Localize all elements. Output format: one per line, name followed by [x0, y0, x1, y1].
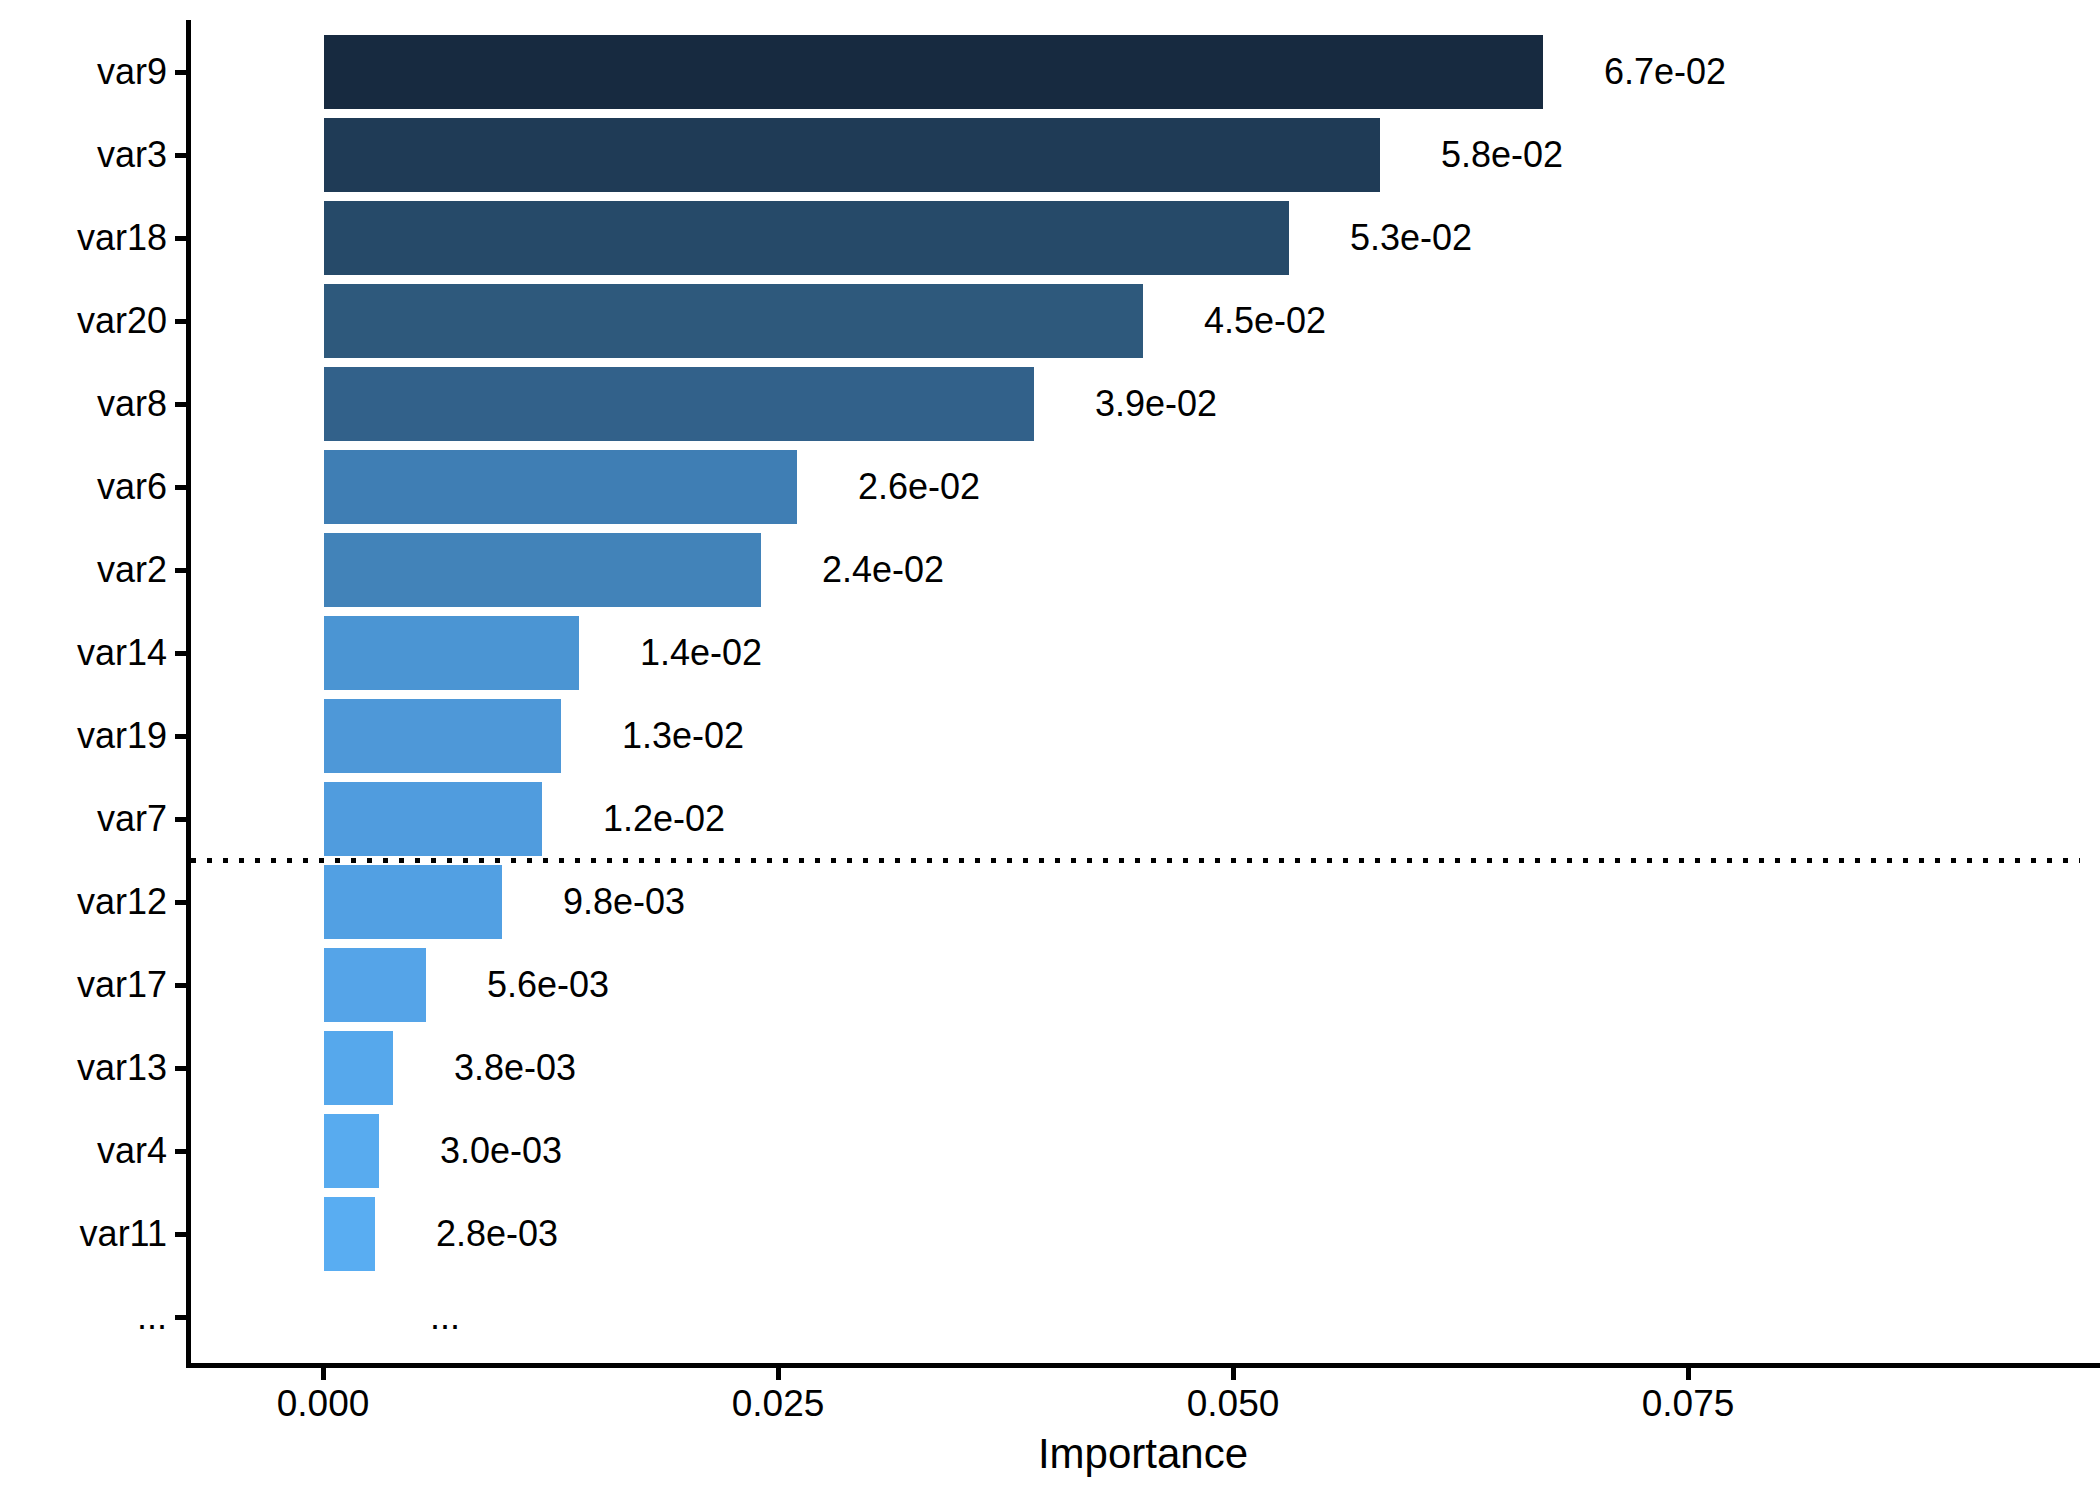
- y-tick: [175, 236, 186, 241]
- category-label: var19: [0, 717, 167, 755]
- y-tick: [175, 817, 186, 822]
- importance-bar: [324, 1197, 375, 1271]
- bar-value-label: 6.7e-02: [1604, 53, 1726, 91]
- importance-bar: [324, 616, 579, 690]
- x-tick: [1686, 1368, 1691, 1380]
- category-label: ...: [0, 1298, 167, 1336]
- bar-value-label: 5.3e-02: [1350, 219, 1472, 257]
- importance-bar: [324, 201, 1289, 275]
- importance-bar: [324, 367, 1034, 441]
- bar-value-label: 3.8e-03: [454, 1049, 576, 1087]
- y-tick: [175, 568, 186, 573]
- importance-bar: [324, 118, 1380, 192]
- bar-value-label: 1.3e-02: [622, 717, 744, 755]
- bar-value-label: 2.6e-02: [858, 468, 980, 506]
- x-axis-title: Importance: [1038, 1432, 1248, 1476]
- bar-value-label: 9.8e-03: [563, 883, 685, 921]
- importance-bar: [324, 284, 1143, 358]
- importance-bar: [324, 35, 1543, 109]
- x-tick: [1231, 1368, 1236, 1380]
- importance-bar: [324, 699, 561, 773]
- bar-value-label: 4.5e-02: [1204, 302, 1326, 340]
- category-label: var7: [0, 800, 167, 838]
- bar-value-label: 1.4e-02: [640, 634, 762, 672]
- importance-bar: [324, 865, 502, 939]
- category-label: var11: [0, 1215, 167, 1253]
- category-label: var2: [0, 551, 167, 589]
- x-tick-label: 0.025: [732, 1385, 825, 1423]
- bar-value-label: 5.8e-02: [1441, 136, 1563, 174]
- category-label: var6: [0, 468, 167, 506]
- category-label: var12: [0, 883, 167, 921]
- category-label: var17: [0, 966, 167, 1004]
- x-axis-line: [186, 1363, 2100, 1368]
- x-tick: [321, 1368, 326, 1380]
- bar-value-label: 2.8e-03: [436, 1215, 558, 1253]
- category-label: var8: [0, 385, 167, 423]
- y-tick: [175, 485, 186, 490]
- y-tick: [175, 900, 186, 905]
- cutoff-dotted-line: [191, 858, 2080, 863]
- category-label: var4: [0, 1132, 167, 1170]
- y-tick: [175, 153, 186, 158]
- bar-value-label: 2.4e-02: [822, 551, 944, 589]
- bar-value-label: 3.9e-02: [1095, 385, 1217, 423]
- category-label: var20: [0, 302, 167, 340]
- importance-bar: [324, 1114, 379, 1188]
- bar-value-label: 5.6e-03: [487, 966, 609, 1004]
- importance-bar: [324, 450, 797, 524]
- y-tick: [175, 1315, 186, 1320]
- importance-bar: [324, 1031, 393, 1105]
- bar-value-label: 1.2e-02: [603, 800, 725, 838]
- importance-bar: [324, 948, 426, 1022]
- category-label: var13: [0, 1049, 167, 1087]
- category-label: var3: [0, 136, 167, 174]
- y-tick: [175, 983, 186, 988]
- y-tick: [175, 1232, 186, 1237]
- y-tick: [175, 734, 186, 739]
- y-tick: [175, 70, 186, 75]
- x-tick-label: 0.050: [1187, 1385, 1280, 1423]
- bar-value-label: ...: [430, 1298, 460, 1336]
- x-tick-label: 0.000: [277, 1385, 370, 1423]
- x-tick-label: 0.075: [1642, 1385, 1735, 1423]
- category-label: var9: [0, 53, 167, 91]
- y-tick: [175, 651, 186, 656]
- y-tick: [175, 319, 186, 324]
- importance-bar: [324, 533, 761, 607]
- bar-value-label: 3.0e-03: [440, 1132, 562, 1170]
- y-tick: [175, 1149, 186, 1154]
- importance-bar: [324, 782, 542, 856]
- category-label: var14: [0, 634, 167, 672]
- x-tick: [776, 1368, 781, 1380]
- y-tick: [175, 402, 186, 407]
- category-label: var18: [0, 219, 167, 257]
- variable-importance-bar-chart: var9 6.7e-02 var3 5.8e-02 var18 5.3e-02 var20 4…: [0, 0, 2100, 1500]
- y-tick: [175, 1066, 186, 1071]
- y-axis-line: [186, 20, 191, 1368]
